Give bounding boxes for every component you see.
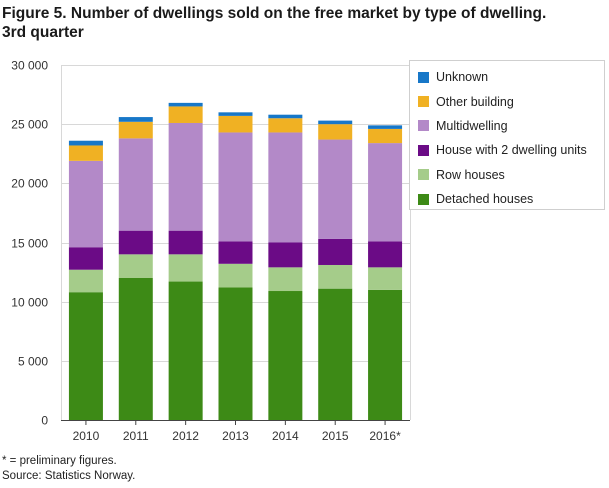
bar-segment-detached-houses-2016	[368, 289, 403, 420]
y-tick-label: 25 000	[11, 118, 48, 132]
footnote: * = preliminary figures. Source: Statist…	[2, 454, 135, 484]
y-tick-label: 5 000	[18, 355, 48, 369]
bar-segment-unknown-2010	[68, 140, 103, 146]
legend-label: Row houses	[436, 167, 505, 182]
legend-item[interactable]: Unknown	[418, 65, 604, 89]
bar-segment-other-building-2011	[118, 121, 153, 139]
bar-segment-other-building-2014	[268, 118, 303, 133]
x-tick-label: 2013	[222, 429, 249, 443]
bar-segment-house-with-2-dwelling-units-2010	[68, 247, 103, 270]
bar-segment-unknown-2016	[368, 125, 403, 129]
legend-swatch	[418, 169, 429, 181]
y-tick-label: 0	[41, 414, 48, 428]
legend-item[interactable]: Row houses	[418, 163, 604, 187]
bar-segment-multidwelling-2011	[118, 138, 153, 231]
bar-segment-multidwelling-2014	[268, 132, 303, 243]
bar-segment-unknown-2013	[218, 112, 253, 116]
bar-segment-other-building-2010	[68, 145, 103, 161]
footnote-source: Source: Statistics Norway.	[2, 470, 136, 482]
bar-segment-other-building-2015	[318, 124, 353, 140]
y-axis: 0 5 000 10 000 15 000 20 000 25 000 30 000	[11, 59, 48, 428]
bar-segment-house-with-2-dwelling-units-2012	[168, 230, 203, 255]
bar-segment-row-houses-2016	[368, 267, 403, 290]
legend-label: House with 2 dwelling units	[436, 143, 587, 158]
legend-swatch	[418, 71, 429, 83]
x-axis: 2010 2011 2012 2013 2014 2015 2016*	[73, 420, 401, 443]
bar-segment-unknown-2011	[118, 117, 153, 122]
bar-segment-multidwelling-2013	[218, 132, 253, 242]
legend-label: Other building	[436, 94, 514, 109]
chart-title-line-2: 3rd quarter	[2, 24, 84, 41]
legend-item[interactable]: Multidwelling	[418, 114, 604, 138]
bar-segment-house-with-2-dwelling-units-2014	[268, 242, 303, 268]
legend-item[interactable]: Detached houses	[418, 187, 604, 211]
chart-title-line-1: Figure 5. Number of dwellings sold on th…	[2, 5, 547, 22]
bar-segment-other-building-2012	[168, 106, 203, 123]
bar-segment-other-building-2013	[218, 115, 253, 133]
legend-item[interactable]: House with 2 dwelling units	[418, 138, 604, 162]
y-tick-label: 20 000	[11, 177, 48, 191]
bar-segment-detached-houses-2012	[168, 281, 203, 420]
legend-label: Unknown	[436, 70, 489, 85]
bar-segment-house-with-2-dwelling-units-2016	[368, 241, 403, 268]
x-tick-label: 2011	[123, 429, 149, 443]
bar-segment-row-houses-2014	[268, 267, 303, 292]
footnote-preliminary: * = preliminary figures.	[2, 455, 117, 467]
x-tick-label: 2014	[272, 429, 299, 443]
bar-segment-house-with-2-dwelling-units-2013	[218, 241, 253, 264]
bar-segment-unknown-2012	[168, 102, 203, 107]
bar-segment-other-building-2016	[368, 128, 403, 144]
legend-label: Detached houses	[436, 192, 534, 207]
bar-segment-detached-houses-2010	[68, 292, 103, 420]
legend-label: Multidwelling	[436, 118, 508, 133]
bar-segment-row-houses-2012	[168, 254, 203, 282]
x-tick-label: 2012	[172, 429, 199, 443]
bar-segment-detached-houses-2013	[218, 287, 253, 420]
legend-swatch	[418, 120, 429, 132]
bar-segment-house-with-2-dwelling-units-2011	[118, 230, 153, 255]
bar-segment-unknown-2015	[318, 120, 353, 125]
x-tick-label: 2010	[73, 429, 100, 443]
y-tick-label: 15 000	[11, 237, 48, 251]
legend-swatch	[418, 144, 429, 156]
bar-segment-detached-houses-2014	[268, 291, 303, 420]
bar-segment-row-houses-2013	[218, 263, 253, 288]
y-tick-label: 30 000	[11, 59, 48, 73]
bar-segment-detached-houses-2015	[318, 288, 353, 420]
bar-segment-row-houses-2011	[118, 254, 153, 278]
bar-segment-multidwelling-2012	[168, 122, 203, 231]
legend-item[interactable]: Other building	[418, 89, 604, 113]
y-tick-label: 10 000	[11, 296, 48, 310]
bar-segment-house-with-2-dwelling-units-2015	[318, 238, 353, 265]
chart-title: Figure 5. Number of dwellings sold on th…	[2, 4, 602, 42]
bar-segment-detached-houses-2011	[118, 278, 153, 420]
bar-segment-unknown-2014	[268, 114, 303, 119]
chart-legend: Unknown Other building Multidwelling House …	[409, 60, 605, 210]
bar-segment-multidwelling-2010	[68, 160, 103, 248]
bar-segment-row-houses-2010	[68, 269, 103, 293]
bars	[68, 102, 403, 420]
x-tick-label: 2015	[322, 429, 349, 443]
x-tick-label: 2016*	[369, 429, 401, 443]
legend-swatch	[418, 96, 429, 108]
bar-segment-multidwelling-2015	[318, 139, 353, 239]
bar-segment-row-houses-2015	[318, 264, 353, 289]
legend-swatch	[418, 193, 429, 205]
bar-segment-multidwelling-2016	[368, 143, 403, 242]
